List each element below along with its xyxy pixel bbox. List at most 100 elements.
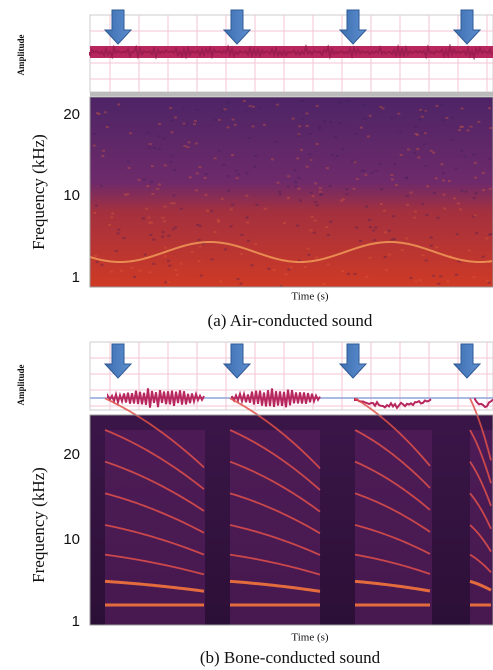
speckle <box>391 117 394 119</box>
speckle <box>345 193 348 195</box>
speckle <box>185 123 188 125</box>
speckle <box>231 204 234 206</box>
speckle <box>204 177 207 179</box>
speckle <box>458 129 461 131</box>
speckle <box>413 217 416 219</box>
speckle <box>148 147 151 149</box>
speckle <box>453 197 456 199</box>
speckle <box>437 217 440 219</box>
speckle <box>205 173 208 175</box>
speckle <box>210 210 213 212</box>
speckle <box>448 180 451 182</box>
speckle <box>406 204 409 206</box>
speckle <box>395 184 398 186</box>
speckle <box>194 120 197 122</box>
speckle <box>316 204 319 206</box>
speckle <box>152 263 155 265</box>
speckle <box>234 124 237 126</box>
speckle <box>171 131 174 133</box>
speckle <box>223 108 226 110</box>
speckle <box>247 240 250 242</box>
speckle <box>465 191 468 193</box>
speckle <box>314 220 317 222</box>
speckle <box>439 275 442 277</box>
speckle <box>206 210 209 212</box>
speckle <box>186 146 189 148</box>
speckle <box>124 194 127 196</box>
speckle <box>341 270 344 272</box>
speckle <box>144 254 147 256</box>
speckle <box>268 268 271 270</box>
speckle <box>196 172 199 174</box>
speckle <box>405 177 408 179</box>
speckle <box>393 238 396 240</box>
speckle <box>167 235 170 237</box>
speckle <box>482 256 485 258</box>
speckle <box>158 148 161 150</box>
speckle <box>148 271 151 273</box>
speckle <box>278 191 281 193</box>
speckle <box>361 170 364 172</box>
speckle <box>222 164 225 166</box>
speckle <box>405 237 408 239</box>
speckle <box>161 236 164 238</box>
speckle <box>399 130 402 132</box>
speckle <box>172 228 175 230</box>
speckle <box>360 127 363 129</box>
speckle <box>127 161 130 163</box>
speckle <box>195 143 198 145</box>
speckle <box>142 217 145 219</box>
speckle <box>488 282 491 284</box>
speckle <box>456 233 459 235</box>
speckle <box>445 117 448 119</box>
speckle <box>433 192 436 194</box>
frequency-label: Frequency (kHz) <box>29 134 48 250</box>
speckle <box>309 133 312 135</box>
speckle <box>296 225 299 227</box>
speckle <box>106 126 109 128</box>
speckle <box>378 163 381 165</box>
speckle <box>353 188 356 190</box>
speckle <box>446 280 449 282</box>
caption: (b) Bone-conducted sound <box>200 648 381 667</box>
speckle <box>467 129 470 131</box>
speckle <box>342 148 345 150</box>
frequency-label: Frequency (kHz) <box>29 467 48 583</box>
speckle <box>196 109 199 111</box>
speckle <box>372 229 375 231</box>
speckle <box>227 102 230 104</box>
speckle <box>139 270 142 272</box>
amplitude-label: Amplitude <box>16 364 26 405</box>
speckle <box>432 152 435 154</box>
speckle <box>409 277 412 279</box>
speckle <box>437 283 440 285</box>
speckle <box>472 153 475 155</box>
speckle <box>249 105 252 107</box>
speckle <box>488 158 491 160</box>
speckle <box>179 263 182 265</box>
speckle <box>174 116 177 118</box>
speckle <box>475 192 478 194</box>
speckle <box>294 186 297 188</box>
speckle <box>309 159 312 161</box>
speckle <box>472 276 475 278</box>
speckle <box>172 194 175 196</box>
speckle <box>459 126 462 128</box>
speckle <box>94 255 97 257</box>
tick-label: 20 <box>63 106 80 123</box>
speckle <box>227 126 230 128</box>
speckle <box>407 148 410 150</box>
speckle <box>450 139 453 141</box>
speckle <box>416 134 419 136</box>
speckle <box>297 177 300 179</box>
speckle <box>152 239 155 241</box>
speckle <box>110 271 113 273</box>
speckle <box>416 148 419 150</box>
speckle <box>474 214 477 216</box>
speckle <box>294 169 297 171</box>
speckle <box>248 137 251 139</box>
speckle <box>488 107 491 109</box>
speckle <box>297 133 300 135</box>
speckle <box>117 103 120 105</box>
